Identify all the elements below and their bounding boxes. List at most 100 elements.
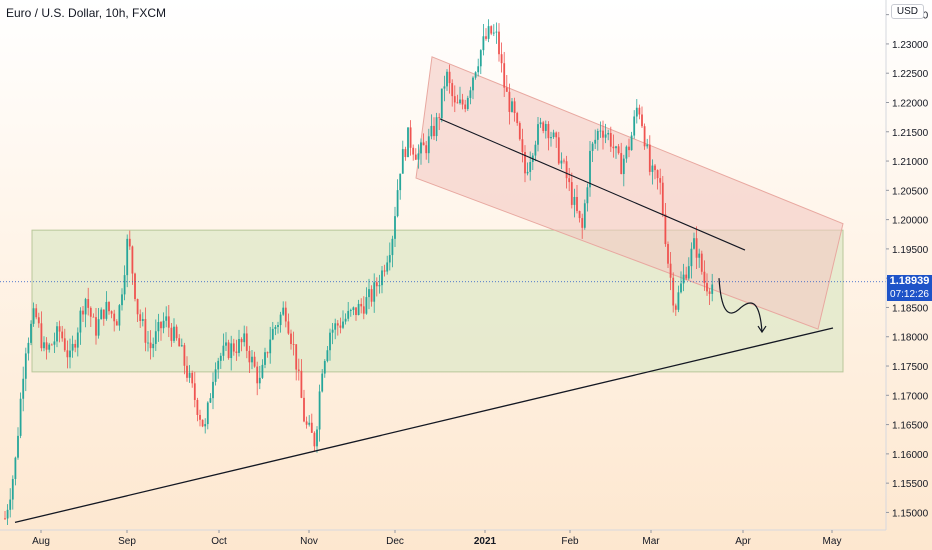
candle [685,274,688,279]
candle [453,96,456,103]
candle [599,130,602,132]
time-tick-label: Mar [642,536,660,547]
candle [401,149,404,174]
candle [108,301,110,312]
candle [448,71,451,84]
candle [53,341,56,345]
candle [102,309,105,319]
candle [170,327,173,341]
candle [199,414,201,420]
candle [32,308,35,324]
price-tick-label: 1.16500 [892,421,929,432]
current-price: 1.18939 [889,274,930,287]
candle [95,317,97,336]
candle [513,101,516,114]
candle [570,182,573,205]
candle [607,133,610,135]
candle [589,150,591,188]
descending-channel[interactable] [415,56,844,330]
candle [180,345,183,347]
candle [144,319,147,343]
candle [378,285,381,287]
candle [300,370,303,398]
arrow-head [757,325,767,334]
candle [63,338,66,351]
candle [238,338,240,353]
candle [321,373,324,392]
candle [56,326,58,342]
channel-midline[interactable] [439,118,746,251]
currency-badge[interactable]: USD [890,4,924,19]
candle [84,299,87,315]
candle [664,214,667,245]
candle [414,154,417,160]
candle [630,135,633,151]
candle [474,72,477,78]
candle [568,178,571,183]
candle [682,274,685,284]
candle [352,307,355,310]
candle [178,338,181,347]
chart-title: Euro / U.S. Dollar, 10h, FXCM [6,6,167,20]
time-tick-label: May [823,536,842,547]
candle [232,343,235,352]
candle [646,144,649,147]
candle [167,316,170,328]
rising-trendline[interactable] [14,327,834,524]
candle [175,326,178,339]
candle [279,314,282,326]
candle [17,435,19,458]
candle [27,342,30,354]
candle [674,305,677,310]
candle [547,124,550,139]
candle [537,124,539,145]
candle [6,509,9,519]
candle [40,323,43,349]
candle [456,102,459,104]
candle [677,292,680,310]
candle [134,273,136,300]
candle [295,344,298,370]
candle [695,238,698,258]
candle [165,316,168,321]
candle [708,291,711,294]
time-tick-label: Sep [118,536,136,547]
candle [344,318,347,322]
candle [123,275,126,295]
candle [542,122,545,131]
current-price-badge: 1.18939 07:12:26 [887,274,932,301]
candle [648,144,651,172]
candle [19,398,22,436]
price-tick-label: 1.18500 [892,303,929,314]
candle [505,87,508,92]
candle [266,352,269,354]
candle [308,422,311,425]
candle [287,321,290,334]
candle [318,391,321,430]
candle [264,352,266,365]
candle [477,66,480,73]
candle [66,350,69,358]
candle [654,165,656,171]
candle [703,271,706,284]
time-tick-label: Dec [386,536,404,547]
candle [641,114,643,127]
candle [461,99,464,105]
candle [557,137,560,164]
candle [375,282,378,287]
candle [669,263,672,278]
candle [310,422,313,433]
candle [446,71,448,87]
candle [633,116,636,136]
time-tick-label: Feb [561,536,579,547]
projection-arrow[interactable] [718,278,763,333]
candle [602,130,604,138]
candle [693,238,695,249]
time-tick-label: Aug [32,536,50,547]
candle [331,329,334,333]
candle [201,419,204,427]
candle [290,333,292,345]
price-tick-label: 1.18000 [892,333,929,344]
